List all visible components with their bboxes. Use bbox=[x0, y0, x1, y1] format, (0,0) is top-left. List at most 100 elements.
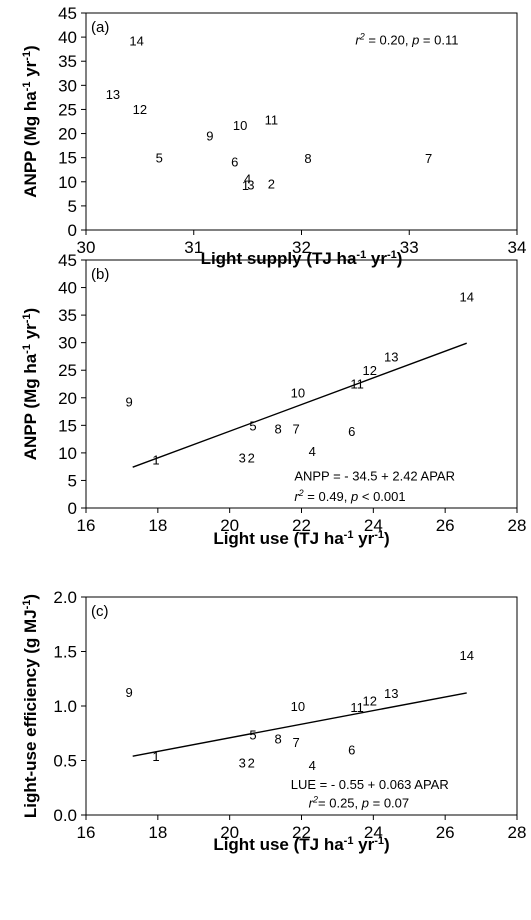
y-tick-label: 25 bbox=[58, 361, 77, 380]
chart-panel-3: 16 18 20 22 24 26 280.00.51.01.52.0(c)Light us… bbox=[21, 588, 526, 854]
x-tick-label: 28 bbox=[508, 516, 527, 535]
y-tick-label: 15 bbox=[58, 416, 77, 435]
data-point-6: 6 bbox=[348, 743, 355, 758]
x-tick-label: 16 bbox=[77, 516, 96, 535]
x-axis-label: Light use (TJ ha-1 yr-1) bbox=[213, 529, 389, 548]
y-tick-label: 5 bbox=[68, 471, 77, 490]
data-point-10: 10 bbox=[291, 385, 305, 400]
x-tick-label: 31 bbox=[184, 238, 203, 257]
data-point-1: 1 bbox=[242, 178, 249, 193]
y-tick-label: 20 bbox=[58, 389, 77, 408]
data-point-5: 5 bbox=[156, 151, 163, 166]
data-point-13: 13 bbox=[384, 686, 398, 701]
regression-line bbox=[132, 342, 467, 468]
y-tick-label: 45 bbox=[58, 251, 77, 270]
y-tick-label: 30 bbox=[58, 334, 77, 353]
y-axis-label: ANPP (Mg ha-1 yr-1) bbox=[21, 45, 40, 197]
x-axis-label: Light use (TJ ha-1 yr-1) bbox=[213, 835, 389, 854]
y-tick-label: 10 bbox=[58, 444, 77, 463]
data-point-7: 7 bbox=[292, 735, 299, 750]
data-point-5: 5 bbox=[249, 418, 256, 433]
x-tick-label: 20 bbox=[220, 516, 239, 535]
data-point-2: 2 bbox=[248, 756, 255, 771]
data-point-4: 4 bbox=[244, 171, 251, 186]
data-point-5: 5 bbox=[249, 727, 256, 742]
x-tick-label: 28 bbox=[508, 823, 527, 842]
x-tick-label: 22 bbox=[292, 823, 311, 842]
data-point-13: 13 bbox=[384, 349, 398, 364]
data-point-1: 1 bbox=[152, 749, 159, 764]
data-point-2: 2 bbox=[248, 450, 255, 465]
data-point-14: 14 bbox=[459, 648, 473, 663]
y-tick-label: 0 bbox=[68, 221, 77, 240]
panel-label: (a) bbox=[91, 19, 109, 36]
data-point-14: 14 bbox=[459, 289, 473, 304]
data-point-1: 1 bbox=[152, 453, 159, 468]
panel-label: (c) bbox=[91, 603, 109, 620]
y-tick-label: 20 bbox=[58, 125, 77, 144]
annotation-stats: r2 = 0.20, p = 0.11 bbox=[355, 31, 458, 47]
data-point-9: 9 bbox=[206, 128, 213, 143]
y-tick-label: 15 bbox=[58, 149, 77, 168]
data-point-8: 8 bbox=[304, 151, 311, 166]
y-tick-label: 40 bbox=[58, 28, 77, 47]
y-tick-label: 30 bbox=[58, 76, 77, 95]
annotation-eq: ANPP = - 34.5 + 2.42 APAR bbox=[294, 468, 455, 483]
y-tick-label: 0.5 bbox=[53, 752, 77, 771]
data-point-4: 4 bbox=[309, 444, 316, 459]
y-axis-label: Light-use efficiency (g MJ-1) bbox=[21, 594, 40, 818]
data-point-8: 8 bbox=[275, 422, 282, 437]
x-tick-label: 32 bbox=[292, 238, 311, 257]
data-point-12: 12 bbox=[363, 694, 377, 709]
y-tick-label: 5 bbox=[68, 197, 77, 216]
data-point-11: 11 bbox=[350, 376, 364, 391]
x-axis-label: Light supply (TJ ha-1 yr-1) bbox=[201, 249, 403, 268]
y-tick-label: 35 bbox=[58, 306, 77, 325]
y-tick-label: 10 bbox=[58, 173, 77, 192]
y-tick-label: 1.0 bbox=[53, 697, 77, 716]
data-point-6: 6 bbox=[348, 424, 355, 439]
x-tick-label: 26 bbox=[436, 823, 455, 842]
x-tick-label: 18 bbox=[148, 823, 167, 842]
data-point-7: 7 bbox=[292, 422, 299, 437]
y-tick-label: 40 bbox=[58, 279, 77, 298]
y-axis-label: ANPP (Mg ha-1 yr-1) bbox=[21, 308, 40, 460]
x-tick-label: 30 bbox=[77, 238, 96, 257]
y-tick-label: 35 bbox=[58, 52, 77, 71]
y-tick-label: 45 bbox=[58, 4, 77, 23]
y-tick-label: 1.5 bbox=[53, 643, 77, 662]
y-tick-label: 0 bbox=[68, 499, 77, 518]
chart-panel-2: 16 18 20 22 24 26 28051015202530354045(b)Light… bbox=[21, 251, 526, 548]
data-point-6: 6 bbox=[231, 155, 238, 170]
regression-line bbox=[132, 692, 467, 757]
data-point-10: 10 bbox=[291, 699, 305, 714]
data-point-2: 2 bbox=[268, 177, 275, 192]
data-point-3: 3 bbox=[239, 450, 246, 465]
data-point-11: 11 bbox=[350, 700, 364, 715]
annotation-stats: r2= 0.25, p = 0.07 bbox=[309, 794, 409, 810]
y-tick-label: 2.0 bbox=[53, 588, 77, 607]
x-tick-label: 22 bbox=[292, 516, 311, 535]
y-tick-label: 25 bbox=[58, 100, 77, 119]
data-point-3: 3 bbox=[239, 756, 246, 771]
data-point-14: 14 bbox=[129, 33, 143, 48]
x-tick-label: 24 bbox=[364, 516, 383, 535]
annotation-eq: LUE = - 0.55 + 0.063 APAR bbox=[291, 777, 449, 792]
x-tick-label: 33 bbox=[400, 238, 419, 257]
data-point-4: 4 bbox=[309, 758, 316, 773]
annotation-stats: r2 = 0.49, p < 0.001 bbox=[294, 488, 405, 504]
data-point-3: 3 bbox=[247, 178, 254, 193]
data-point-12: 12 bbox=[133, 102, 147, 117]
data-point-10: 10 bbox=[233, 118, 247, 133]
data-point-12: 12 bbox=[363, 363, 377, 378]
x-tick-label: 34 bbox=[508, 238, 527, 257]
data-point-7: 7 bbox=[425, 151, 432, 166]
y-tick-label: 0.0 bbox=[53, 806, 77, 825]
data-point-9: 9 bbox=[125, 685, 132, 700]
x-tick-label: 18 bbox=[148, 516, 167, 535]
panel-label: (b) bbox=[91, 266, 109, 283]
data-point-8: 8 bbox=[275, 732, 282, 747]
x-tick-label: 16 bbox=[77, 823, 96, 842]
